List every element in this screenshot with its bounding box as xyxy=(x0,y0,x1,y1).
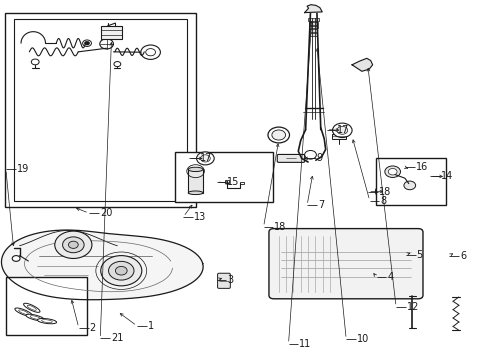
Bar xyxy=(375,158,446,205)
Bar xyxy=(308,26,317,28)
Circle shape xyxy=(55,231,92,258)
Text: 11: 11 xyxy=(299,339,311,349)
Ellipse shape xyxy=(19,310,28,314)
Ellipse shape xyxy=(41,320,52,323)
Text: 18: 18 xyxy=(378,186,390,197)
Text: 16: 16 xyxy=(415,162,427,172)
Ellipse shape xyxy=(23,303,40,312)
Circle shape xyxy=(31,59,39,65)
Circle shape xyxy=(379,186,392,197)
Text: 3: 3 xyxy=(227,275,233,285)
Circle shape xyxy=(336,126,347,134)
Bar xyxy=(225,180,229,183)
Text: 17: 17 xyxy=(337,125,349,135)
Polygon shape xyxy=(304,5,322,13)
Ellipse shape xyxy=(37,319,57,324)
Bar xyxy=(309,33,316,36)
Circle shape xyxy=(141,45,160,59)
Circle shape xyxy=(108,261,134,280)
Circle shape xyxy=(267,127,289,143)
Text: 10: 10 xyxy=(356,334,368,344)
Text: 15: 15 xyxy=(227,177,239,187)
Ellipse shape xyxy=(188,191,203,194)
Circle shape xyxy=(115,266,127,275)
FancyBboxPatch shape xyxy=(331,134,346,139)
FancyBboxPatch shape xyxy=(277,154,304,162)
Circle shape xyxy=(101,256,142,286)
Bar xyxy=(240,182,243,184)
Circle shape xyxy=(62,237,84,253)
Text: 18: 18 xyxy=(274,222,286,232)
Bar xyxy=(14,19,186,201)
Circle shape xyxy=(384,166,400,177)
Circle shape xyxy=(200,155,210,162)
Bar xyxy=(309,29,317,32)
Text: 19: 19 xyxy=(17,164,29,174)
Text: 17: 17 xyxy=(199,153,211,163)
Text: 13: 13 xyxy=(194,212,206,222)
Text: 8: 8 xyxy=(380,195,386,206)
Circle shape xyxy=(68,241,78,248)
Text: 12: 12 xyxy=(406,302,418,312)
Text: 6: 6 xyxy=(459,251,466,261)
Polygon shape xyxy=(1,230,203,300)
Text: 21: 21 xyxy=(111,333,123,343)
Text: 20: 20 xyxy=(100,208,112,218)
Circle shape xyxy=(271,130,285,140)
Bar xyxy=(6,277,86,335)
Ellipse shape xyxy=(188,167,203,172)
Text: 4: 4 xyxy=(386,272,393,282)
Polygon shape xyxy=(351,58,372,71)
Circle shape xyxy=(12,256,20,261)
Bar xyxy=(308,22,318,25)
Circle shape xyxy=(100,39,113,49)
Bar xyxy=(175,152,272,202)
Circle shape xyxy=(304,150,316,159)
Text: 2: 2 xyxy=(89,323,96,333)
Circle shape xyxy=(82,40,91,46)
FancyBboxPatch shape xyxy=(268,229,422,299)
Circle shape xyxy=(387,168,396,175)
Circle shape xyxy=(114,62,121,67)
Ellipse shape xyxy=(27,305,36,310)
FancyBboxPatch shape xyxy=(101,26,122,39)
Circle shape xyxy=(84,41,89,45)
Circle shape xyxy=(145,49,155,56)
Ellipse shape xyxy=(26,314,44,321)
Circle shape xyxy=(196,152,214,165)
FancyBboxPatch shape xyxy=(217,273,230,288)
Ellipse shape xyxy=(15,308,32,316)
Text: 9: 9 xyxy=(316,153,323,163)
Bar xyxy=(307,18,318,21)
Circle shape xyxy=(375,184,396,199)
Circle shape xyxy=(403,181,415,190)
Bar xyxy=(5,13,195,207)
Text: 1: 1 xyxy=(147,321,154,331)
Text: 5: 5 xyxy=(416,249,422,260)
Text: 14: 14 xyxy=(440,171,452,181)
Bar xyxy=(188,169,203,193)
Text: 7: 7 xyxy=(317,200,324,210)
Ellipse shape xyxy=(30,316,40,319)
Circle shape xyxy=(332,123,351,138)
